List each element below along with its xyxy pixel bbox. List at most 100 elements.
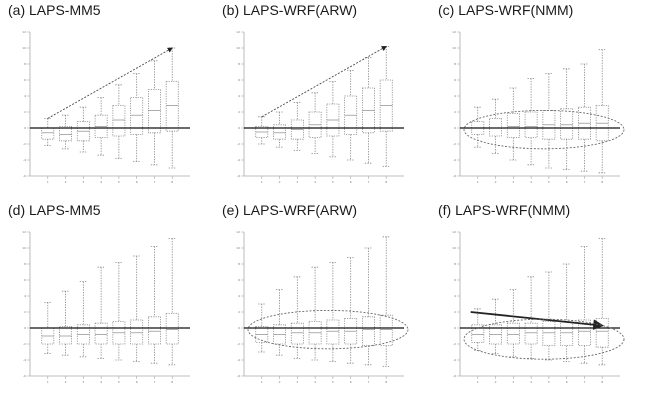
y-tick-label: 12 <box>236 30 240 34</box>
y-tick-label: -4 <box>453 358 456 362</box>
box <box>326 319 340 345</box>
y-tick-label: 8 <box>238 62 240 66</box>
x-tick-label: 5 <box>332 180 334 184</box>
y-tick-label: -6 <box>23 374 26 378</box>
trend-arrow <box>261 45 388 118</box>
box <box>94 322 108 345</box>
x-tick-label: 3 <box>296 380 298 384</box>
y-tick-label: -4 <box>23 358 26 362</box>
x-tick-label: 7 <box>367 380 369 384</box>
y-tick-label: 0 <box>454 326 456 330</box>
y-tick-label: -4 <box>237 158 240 162</box>
y-tick-label: -2 <box>23 342 26 346</box>
y-tick-label: 12 <box>22 30 26 34</box>
x-tick-label: 1 <box>477 180 479 184</box>
panel-d: (d) LAPS-MM5 -6 -4 -2 0 2 4 6 8 10 12 1 2 3 4 5 6 7 8 <box>0 200 205 390</box>
panel-c: (c) LAPS-WRF(NMM) -6 -4 -2 0 2 4 6 8 10 12 1 2 3 4 5 6 7… <box>430 0 635 190</box>
x-tick-label: 7 <box>367 180 369 184</box>
box <box>489 324 503 345</box>
y-tick-label: 8 <box>454 62 456 66</box>
box <box>290 322 304 345</box>
y-tick-label: 10 <box>236 246 240 250</box>
x-tick-label: 6 <box>136 380 138 384</box>
x-tick-label: 8 <box>171 180 173 184</box>
y-tick-label: 10 <box>22 46 26 50</box>
y-tick-label: 2 <box>454 110 456 114</box>
y-tick-label: 12 <box>452 230 456 234</box>
box <box>560 108 574 140</box>
y-tick-label: 6 <box>454 278 456 282</box>
x-tick-label: 1 <box>261 380 263 384</box>
highlight-ellipse <box>463 318 625 360</box>
x-tick-label: 3 <box>296 180 298 184</box>
y-tick-label: 8 <box>454 262 456 266</box>
x-tick-label: 2 <box>65 380 67 384</box>
panel-title: (e) LAPS-WRF(ARW) <box>222 202 358 218</box>
box <box>112 105 126 137</box>
box <box>147 316 161 345</box>
x-tick-label: 3 <box>512 380 514 384</box>
panel-e: (e) LAPS-WRF(ARW) -6 -4 -2 0 2 4 6 8 10 12 1 2 3 4 5 6 7… <box>214 200 419 390</box>
y-tick-label: -6 <box>237 174 240 178</box>
y-tick-label: 10 <box>452 46 456 50</box>
panel-b: (b) LAPS-WRF(ARW) -6 -4 -2 0 2 4 6 8 10 12 1 2 3 4 5 6 7… <box>214 0 419 190</box>
box <box>59 126 73 142</box>
y-tick-label: 10 <box>22 246 26 250</box>
y-tick-label: 10 <box>236 46 240 50</box>
x-tick-label: 2 <box>65 180 67 184</box>
x-tick-label: 8 <box>385 380 387 384</box>
box <box>471 324 485 343</box>
y-tick-label: -2 <box>23 142 26 146</box>
y-tick-label: 8 <box>24 262 26 266</box>
x-tick-label: 3 <box>82 380 84 384</box>
x-tick-label: 7 <box>153 180 155 184</box>
x-tick-label: 3 <box>512 180 514 184</box>
box <box>59 326 73 345</box>
y-tick-label: -2 <box>237 342 240 346</box>
box <box>560 321 574 346</box>
x-tick-label: 4 <box>314 180 316 184</box>
box <box>130 319 144 345</box>
x-tick-label: 7 <box>583 380 585 384</box>
box <box>379 314 393 346</box>
y-tick-label: 12 <box>22 230 26 234</box>
x-tick-label: 4 <box>314 380 316 384</box>
trend-arrow <box>47 47 174 119</box>
y-tick-label: 6 <box>238 78 240 82</box>
y-tick-label: -4 <box>237 358 240 362</box>
x-tick-label: 4 <box>530 380 532 384</box>
box <box>308 321 322 345</box>
x-tick-label: 2 <box>279 180 281 184</box>
y-tick-label: -6 <box>453 374 456 378</box>
box <box>130 97 144 135</box>
y-tick-label: 4 <box>24 94 26 98</box>
y-tick-label: 2 <box>454 310 456 314</box>
box <box>273 124 287 140</box>
y-tick-label: -6 <box>237 374 240 378</box>
box <box>595 318 609 348</box>
y-tick-label: 2 <box>238 110 240 114</box>
box <box>506 113 520 138</box>
x-tick-label: 8 <box>601 180 603 184</box>
y-tick-label: 6 <box>238 278 240 282</box>
y-tick-label: 10 <box>452 246 456 250</box>
y-tick-label: 0 <box>454 126 456 130</box>
box <box>506 322 520 345</box>
y-tick-label: -4 <box>453 158 456 162</box>
y-tick-label: 2 <box>24 110 26 114</box>
x-tick-label: 8 <box>171 380 173 384</box>
y-tick-label: 12 <box>236 230 240 234</box>
x-tick-label: 5 <box>332 380 334 384</box>
box <box>361 316 375 347</box>
box <box>165 81 179 132</box>
panel-title: (d) LAPS-MM5 <box>8 202 101 218</box>
trend-arrow <box>470 311 605 331</box>
y-tick-label: 0 <box>238 326 240 330</box>
